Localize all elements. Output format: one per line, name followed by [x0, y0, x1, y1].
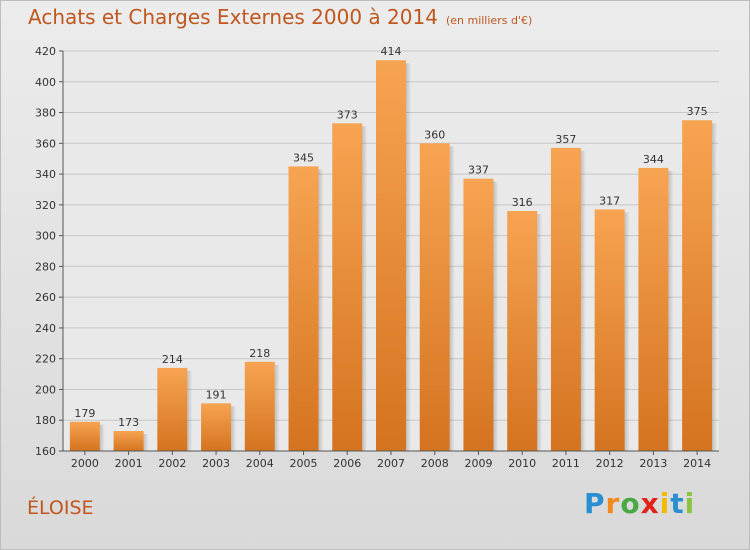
- y-tick-label: 240: [35, 322, 56, 335]
- x-tick-label: 2011: [552, 457, 580, 470]
- bar-shadow: [143, 434, 149, 451]
- logo-letter: x: [640, 487, 660, 520]
- value-label: 360: [424, 128, 445, 141]
- x-tick-label: 2000: [71, 457, 99, 470]
- value-label: 218: [249, 347, 270, 360]
- x-tick-label: 2007: [377, 457, 405, 470]
- logo-letter: t: [670, 487, 685, 520]
- y-tick-label: 320: [35, 199, 56, 212]
- bar: [288, 166, 319, 451]
- value-label: 345: [293, 151, 314, 164]
- bar-shadow: [362, 126, 368, 452]
- logo-letter: P: [584, 487, 606, 520]
- bar-shadow: [406, 63, 411, 451]
- x-tick-label: 2009: [464, 457, 492, 470]
- x-tick-label: 2003: [202, 457, 230, 470]
- x-tick-label: 2014: [683, 457, 711, 470]
- bar: [201, 403, 232, 451]
- bar-shadow: [624, 212, 630, 451]
- value-label: 414: [381, 45, 402, 58]
- bar: [463, 178, 494, 451]
- bar: [376, 60, 406, 451]
- bars: [69, 60, 718, 452]
- bar: [419, 143, 450, 452]
- x-tick-label: 2001: [115, 457, 143, 470]
- x-tick-label: 2002: [158, 457, 186, 470]
- bar-shadow: [318, 169, 324, 451]
- y-tick-label: 400: [35, 76, 56, 89]
- value-label: 214: [162, 353, 183, 366]
- bar: [69, 421, 100, 451]
- x-tick-label: 2004: [246, 457, 274, 470]
- bar: [682, 120, 713, 451]
- bar: [332, 123, 363, 452]
- y-tick-label: 280: [35, 260, 56, 273]
- bar-shadow: [99, 424, 105, 451]
- value-label: 375: [687, 105, 708, 118]
- bar: [157, 367, 188, 451]
- bar-shadow: [580, 150, 586, 451]
- logo-letter: r: [605, 487, 621, 520]
- y-tick-label: 220: [35, 353, 56, 366]
- bar: [507, 211, 538, 451]
- bar: [113, 431, 144, 451]
- value-label: 316: [512, 196, 533, 209]
- x-tick-label: 2013: [639, 457, 667, 470]
- bar-shadow: [712, 123, 718, 451]
- bar-shadow: [231, 406, 237, 451]
- x-tick-label: 2010: [508, 457, 536, 470]
- bar-shadow: [274, 364, 280, 451]
- bar-shadow: [493, 181, 499, 451]
- value-label: 357: [555, 133, 576, 146]
- y-tick-label: 260: [35, 291, 56, 304]
- bar: [638, 167, 669, 451]
- value-label: 191: [206, 388, 227, 401]
- value-label: 337: [468, 164, 489, 177]
- value-label: 373: [337, 108, 358, 121]
- y-tick-label: 380: [35, 107, 56, 120]
- y-tick-label: 300: [35, 230, 56, 243]
- x-tick-label: 2005: [290, 457, 318, 470]
- commune-name: ÉLOISE: [27, 497, 94, 519]
- labels: 160 180 200 220 240 260 280 300 320 340 360 380 400 4…: [35, 45, 711, 470]
- x-tick-label: 2006: [333, 457, 361, 470]
- bar: [244, 361, 275, 451]
- unit-note: (en milliers d'€): [445, 14, 533, 27]
- bar-shadow: [668, 170, 674, 451]
- bar: [550, 147, 581, 451]
- title-text: Achats et Charges Externes 2000 à 2014: [28, 5, 438, 29]
- y-tick-label: 160: [35, 445, 56, 458]
- value-label: 317: [599, 194, 620, 207]
- logo-letter: i: [684, 487, 696, 520]
- y-tick-label: 180: [35, 414, 56, 427]
- y-tick-label: 360: [35, 137, 56, 150]
- bar: [594, 209, 625, 451]
- value-label: 173: [118, 416, 139, 429]
- value-label: 179: [74, 407, 95, 420]
- x-tick-label: 2012: [596, 457, 624, 470]
- x-tick-label: 2008: [421, 457, 449, 470]
- logo-letter: i: [659, 487, 671, 520]
- proxiti-logo[interactable]: Proxiti: [584, 487, 695, 520]
- logo-letter: o: [620, 487, 641, 520]
- value-label: 344: [643, 153, 664, 166]
- bar-shadow: [537, 214, 543, 451]
- y-tick-label: 420: [35, 45, 56, 58]
- y-tick-label: 340: [35, 168, 56, 181]
- bar-shadow: [187, 370, 193, 451]
- chart-title: Achats et Charges Externes 2000 à 2014 (e…: [28, 5, 532, 29]
- y-tick-label: 200: [35, 383, 56, 396]
- axes: [59, 50, 719, 455]
- bar-shadow: [449, 146, 455, 452]
